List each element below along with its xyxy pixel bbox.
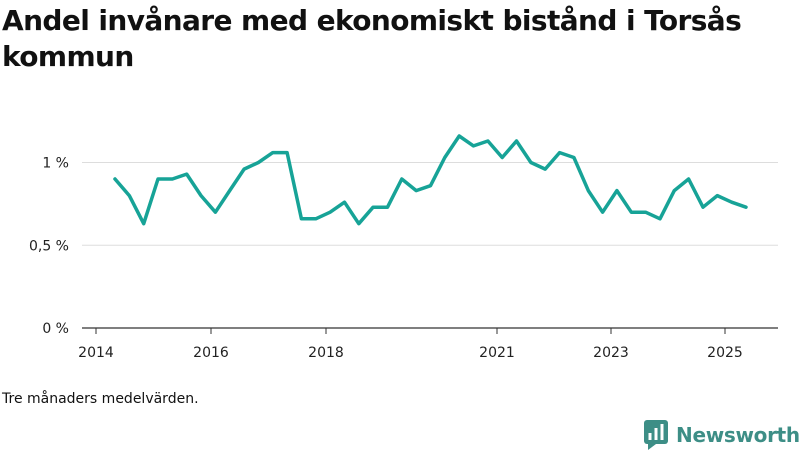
x-tick-label: 2025 [707, 345, 743, 361]
chart-title: Andel invånare med ekonomiskt bistånd i … [2, 4, 742, 73]
footnote: Tre månaders medelvärden. [2, 391, 199, 407]
x-tick-label: 2023 [593, 345, 629, 361]
x-tick-label: 2014 [78, 345, 114, 361]
series-line [113, 134, 748, 226]
brand-name: Newsworthy [676, 423, 800, 447]
x-tick-label: 2018 [308, 345, 344, 361]
y-tick-label: 0 % [42, 321, 69, 337]
x-tick-label: 2016 [193, 345, 229, 361]
y-tick-label: 0,5 % [29, 238, 69, 254]
newsworthy-logo-icon [644, 420, 668, 450]
newsworthy-logo[interactable]: Newsworthy [644, 420, 800, 450]
x-tick-label: 2021 [479, 345, 515, 361]
y-tick-label: 1 % [42, 156, 69, 172]
